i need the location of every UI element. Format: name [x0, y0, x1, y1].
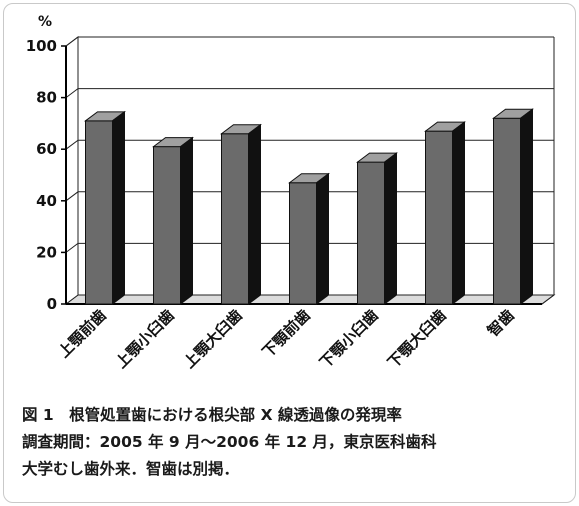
y-tick-label: 80: [36, 89, 57, 107]
bar-side: [520, 108, 533, 305]
bar-side: [452, 121, 465, 305]
bar-front: [357, 161, 385, 305]
gridline: [65, 88, 554, 98]
bar-front: [221, 133, 249, 305]
bar: [356, 152, 398, 305]
bar-front: [493, 117, 521, 305]
bar: [288, 172, 330, 305]
x-category-label: 下顎前歯: [259, 306, 314, 361]
y-tick-label: 20: [36, 243, 57, 261]
bar: [84, 110, 126, 305]
bar-side: [248, 123, 261, 305]
x-category-label: 下顎大臼歯: [384, 306, 450, 372]
x-category-label: 上顎小臼歯: [112, 306, 178, 372]
bar-side: [112, 110, 125, 305]
caption-line-2: 調査期間：2005 年 9 月～2006 年 12 月，東京医科歯科: [22, 433, 437, 451]
caption-line-3: 大学むし歯外来．智歯は別掲．: [22, 460, 240, 478]
x-category-label: 上顎大臼歯: [180, 306, 246, 372]
bar-side: [180, 136, 193, 305]
figure-frame: [3, 3, 576, 503]
bar: [424, 121, 466, 305]
y-axis-unit-label: %: [38, 14, 52, 30]
chart-side-wall: [65, 36, 79, 305]
bar-front: [85, 120, 113, 305]
chart-bars: [84, 108, 534, 305]
x-category-label: 智歯: [484, 306, 518, 340]
bar-side: [384, 152, 397, 305]
figure-caption: 図 1 根管処置歯における根尖部 X 線透過像の発現率 調査期間：2005 年 …: [22, 402, 562, 483]
x-category-label: 上顎前歯: [55, 306, 110, 361]
bar-side: [316, 172, 329, 305]
x-category-label: 下顎小臼歯: [316, 306, 382, 372]
bar-chart: 0 20 40 60 80 100 上顎前歯 上顎小臼歯 上顎大臼歯 下顎前歯 下顎小臼歯 下顎大臼歯…: [26, 14, 556, 372]
x-axis-depth: [541, 294, 555, 305]
bar-front: [153, 146, 181, 305]
caption-line-1: 図 1 根管処置歯における根尖部 X 線透過像の発現率: [22, 406, 402, 424]
bar: [152, 136, 194, 305]
bar: [220, 123, 262, 305]
y-tick-label: 60: [36, 140, 57, 158]
y-tick-label: 100: [26, 37, 57, 55]
bar-front: [289, 182, 317, 305]
y-tick-label: 0: [47, 295, 57, 313]
bar-front: [425, 130, 453, 305]
gridline: [65, 139, 554, 150]
bar: [492, 108, 534, 305]
y-tick-label: 40: [36, 192, 57, 210]
